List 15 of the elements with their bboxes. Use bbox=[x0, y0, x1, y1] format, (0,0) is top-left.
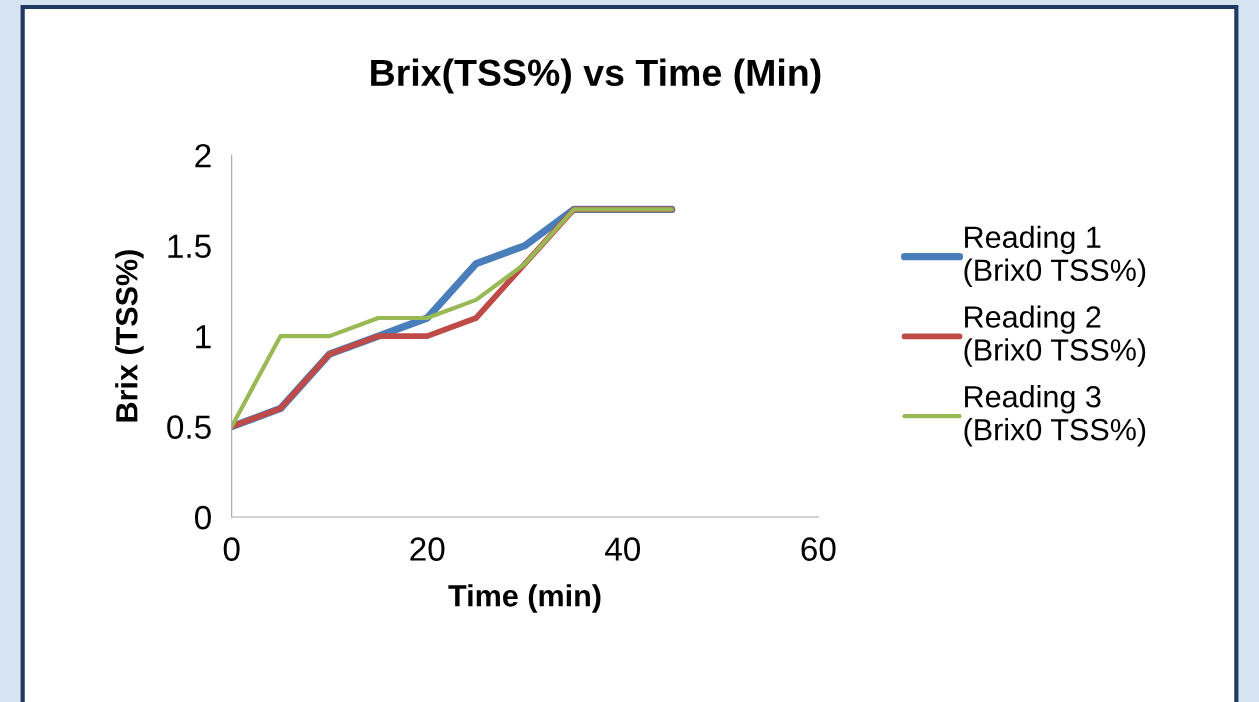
chart-title: Brix(TSS%) vs Time (Min) bbox=[371, 58, 821, 94]
y-axis-title: Brix (TSS%) bbox=[115, 250, 144, 422]
y-tick-label: 1.5 bbox=[168, 234, 211, 259]
x-tick-label: 0 bbox=[223, 537, 240, 561]
y-tick-label: 0 bbox=[194, 505, 211, 530]
x-tick-label: 60 bbox=[801, 537, 836, 561]
x-tick-label: 40 bbox=[605, 537, 641, 561]
legend-label: Reading 2 (Brix0 TSS%) bbox=[964, 305, 1146, 367]
x-tick-label: 20 bbox=[410, 537, 445, 561]
y-tick-label: 2 bbox=[195, 143, 211, 168]
x-axis-title: Time (min) bbox=[448, 584, 601, 613]
legend-label: Reading 3 (Brix0 TSS%) bbox=[964, 385, 1146, 447]
y-tick-label: 1 bbox=[196, 325, 211, 349]
legend-label: Reading 1 (Brix0 TSS%) bbox=[964, 225, 1146, 288]
y-tick-label: 0.5 bbox=[167, 415, 211, 439]
